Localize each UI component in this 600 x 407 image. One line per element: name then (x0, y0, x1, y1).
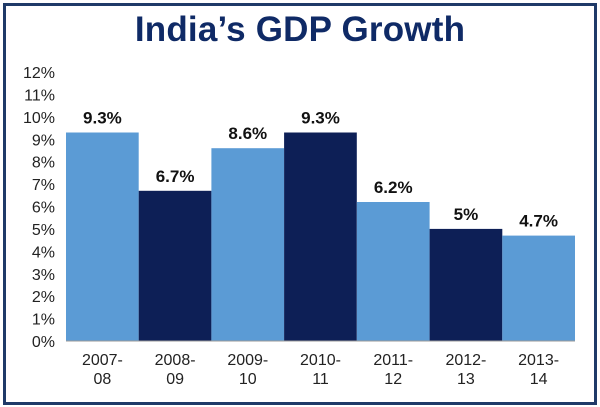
y-tick-label: 9% (32, 132, 55, 149)
bar (66, 132, 139, 341)
y-tick-label: 2% (32, 289, 55, 306)
y-tick-label: 10% (23, 110, 55, 127)
x-tick-label: 2011- (373, 352, 413, 369)
y-tick-label: 0% (32, 334, 55, 351)
bar (356, 202, 430, 341)
x-tick-label: 10 (239, 371, 257, 388)
x-tick-label: 2009- (227, 352, 268, 369)
data-label: 9.3% (301, 109, 340, 128)
y-tick-label: 3% (32, 267, 55, 284)
x-tick-label: 08 (94, 371, 112, 388)
bar (502, 235, 575, 341)
y-tick-label: 8% (32, 155, 55, 172)
data-label: 8.6% (228, 124, 267, 143)
data-label: 6.2% (374, 178, 413, 197)
x-tick-label: 2012- (445, 352, 486, 369)
data-label: 5% (454, 205, 479, 224)
y-tick-label: 6% (32, 200, 55, 217)
bar (211, 148, 285, 341)
bar (138, 190, 212, 341)
x-tick-label: 14 (530, 371, 548, 388)
y-tick-label: 7% (32, 177, 55, 194)
data-label: 6.7% (156, 167, 195, 186)
x-tick-label: 11 (312, 371, 329, 388)
x-tick-label: 2010- (300, 352, 341, 369)
y-tick-label: 4% (32, 244, 55, 261)
data-label: 9.3% (83, 109, 122, 128)
bar (284, 132, 357, 341)
y-tick-label: 12% (23, 65, 55, 82)
y-tick-label: 5% (32, 222, 55, 239)
data-label: 4.7% (519, 212, 558, 231)
bar (429, 228, 503, 341)
y-tick-label: 1% (32, 312, 55, 329)
x-tick-label: 09 (166, 371, 184, 388)
x-tick-label: 12 (384, 371, 402, 388)
x-tick-label: 2008- (155, 352, 196, 369)
x-tick-label: 13 (457, 371, 475, 388)
x-tick-label: 2007- (82, 352, 123, 369)
chart-title: India’s GDP Growth (134, 10, 466, 49)
x-tick-label: 2013- (518, 352, 559, 369)
y-tick-label: 11% (24, 87, 55, 104)
